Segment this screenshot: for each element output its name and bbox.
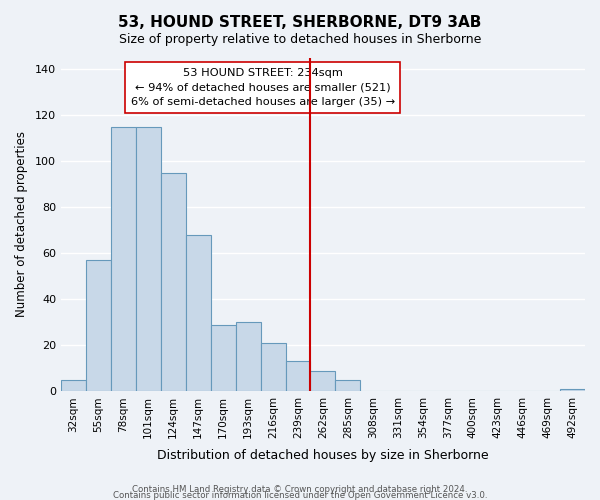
- Y-axis label: Number of detached properties: Number of detached properties: [15, 132, 28, 318]
- Bar: [136, 126, 161, 392]
- Text: 53, HOUND STREET, SHERBORNE, DT9 3AB: 53, HOUND STREET, SHERBORNE, DT9 3AB: [118, 15, 482, 30]
- Bar: [335, 380, 361, 392]
- Bar: [286, 362, 310, 392]
- Bar: [310, 370, 335, 392]
- Text: Contains HM Land Registry data © Crown copyright and database right 2024.: Contains HM Land Registry data © Crown c…: [132, 484, 468, 494]
- Bar: [86, 260, 111, 392]
- Bar: [186, 235, 211, 392]
- Bar: [61, 380, 86, 392]
- Bar: [111, 126, 136, 392]
- Bar: [260, 343, 286, 392]
- X-axis label: Distribution of detached houses by size in Sherborne: Distribution of detached houses by size …: [157, 450, 489, 462]
- Bar: [211, 324, 236, 392]
- Bar: [161, 172, 186, 392]
- Text: Contains public sector information licensed under the Open Government Licence v3: Contains public sector information licen…: [113, 490, 487, 500]
- Text: Size of property relative to detached houses in Sherborne: Size of property relative to detached ho…: [119, 32, 481, 46]
- Bar: [560, 389, 585, 392]
- Bar: [236, 322, 260, 392]
- Text: 53 HOUND STREET: 234sqm
← 94% of detached houses are smaller (521)
6% of semi-de: 53 HOUND STREET: 234sqm ← 94% of detache…: [131, 68, 395, 107]
